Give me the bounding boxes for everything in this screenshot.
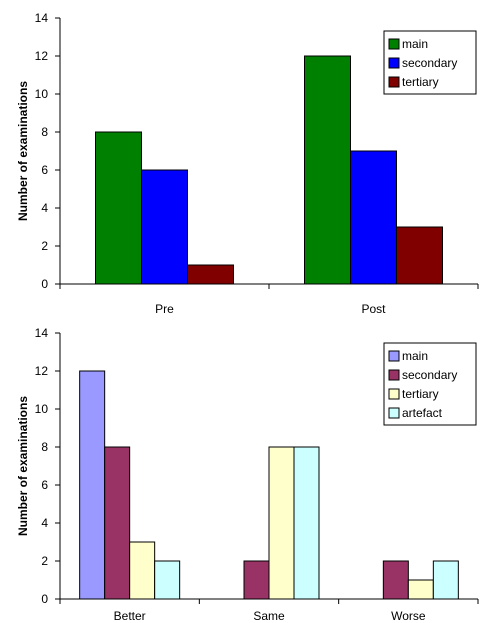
legend-label-tertiary: tertiary xyxy=(402,75,439,89)
y-tick-label: 2 xyxy=(41,554,48,568)
bar-secondary-worse xyxy=(382,560,409,600)
bar-tertiary-pre xyxy=(187,264,234,285)
bar-secondary-pre xyxy=(141,169,188,285)
y-tick-label: 12 xyxy=(35,364,49,378)
bar-artefact-same xyxy=(293,446,320,600)
y-tick-label: 4 xyxy=(41,201,48,215)
legend-label-artefact: artefact xyxy=(402,406,443,420)
y-tick-label: 0 xyxy=(41,592,48,606)
y-tick-label: 2 xyxy=(41,239,48,253)
bar-main-post xyxy=(304,55,351,285)
bar-secondary-post xyxy=(350,150,397,285)
legend-swatch-secondary xyxy=(388,369,400,381)
x-tick-label: Post xyxy=(361,302,386,316)
y-tick-label: 4 xyxy=(41,516,48,530)
chart-pre-post: 0 2 4 6 8 10 12 14 Pre Post Number of examinations… xyxy=(16,11,479,316)
legend-label-secondary: secondary xyxy=(402,368,457,382)
x-tick-label: Pre xyxy=(155,302,174,316)
y-tick-label: 0 xyxy=(41,277,48,291)
y-tick-label: 14 xyxy=(35,326,49,340)
y-tick-label: 8 xyxy=(41,125,48,139)
y-tick-label: 8 xyxy=(41,440,48,454)
legend-swatch-main xyxy=(388,350,400,362)
bar-tertiary-same xyxy=(268,446,295,600)
bar-secondary-same xyxy=(243,560,270,600)
y-tick-label: 10 xyxy=(35,87,49,101)
bar-main-better xyxy=(79,370,106,600)
bar-tertiary-post xyxy=(396,226,443,285)
legend-label-main: main xyxy=(402,349,428,363)
bar-secondary-better xyxy=(104,446,131,600)
bar-tertiary-better xyxy=(129,541,156,600)
y-tick-label: 6 xyxy=(41,478,48,492)
chart-better-same-worse: 0 2 4 6 8 10 12 14 Better Same Worse Number of exam… xyxy=(16,326,479,623)
x-tick-label: Better xyxy=(114,609,146,623)
y-axis-title: Number of examinations xyxy=(16,81,30,221)
legend-label-tertiary: tertiary xyxy=(402,387,439,401)
bar-artefact-better xyxy=(154,560,181,600)
y-tick-label: 10 xyxy=(35,402,49,416)
bar-artefact-worse xyxy=(432,560,459,600)
x-tick-label: Same xyxy=(253,609,285,623)
legend-swatch-tertiary xyxy=(388,388,400,400)
bar-main-pre xyxy=(95,131,142,285)
y-tick-label: 6 xyxy=(41,163,48,177)
y-tick-label: 14 xyxy=(35,11,49,25)
y-tick-label: 12 xyxy=(35,49,49,63)
legend-swatch-secondary xyxy=(388,57,400,69)
legend-label-main: main xyxy=(402,37,428,51)
y-axis-title: Number of examinations xyxy=(16,396,30,536)
legend-label-secondary: secondary xyxy=(402,56,457,70)
bar-tertiary-worse xyxy=(407,579,434,600)
x-tick-label: Worse xyxy=(391,609,426,623)
legend-swatch-tertiary xyxy=(388,76,400,88)
legend-swatch-artefact xyxy=(388,407,400,419)
legend-swatch-main xyxy=(388,38,400,50)
